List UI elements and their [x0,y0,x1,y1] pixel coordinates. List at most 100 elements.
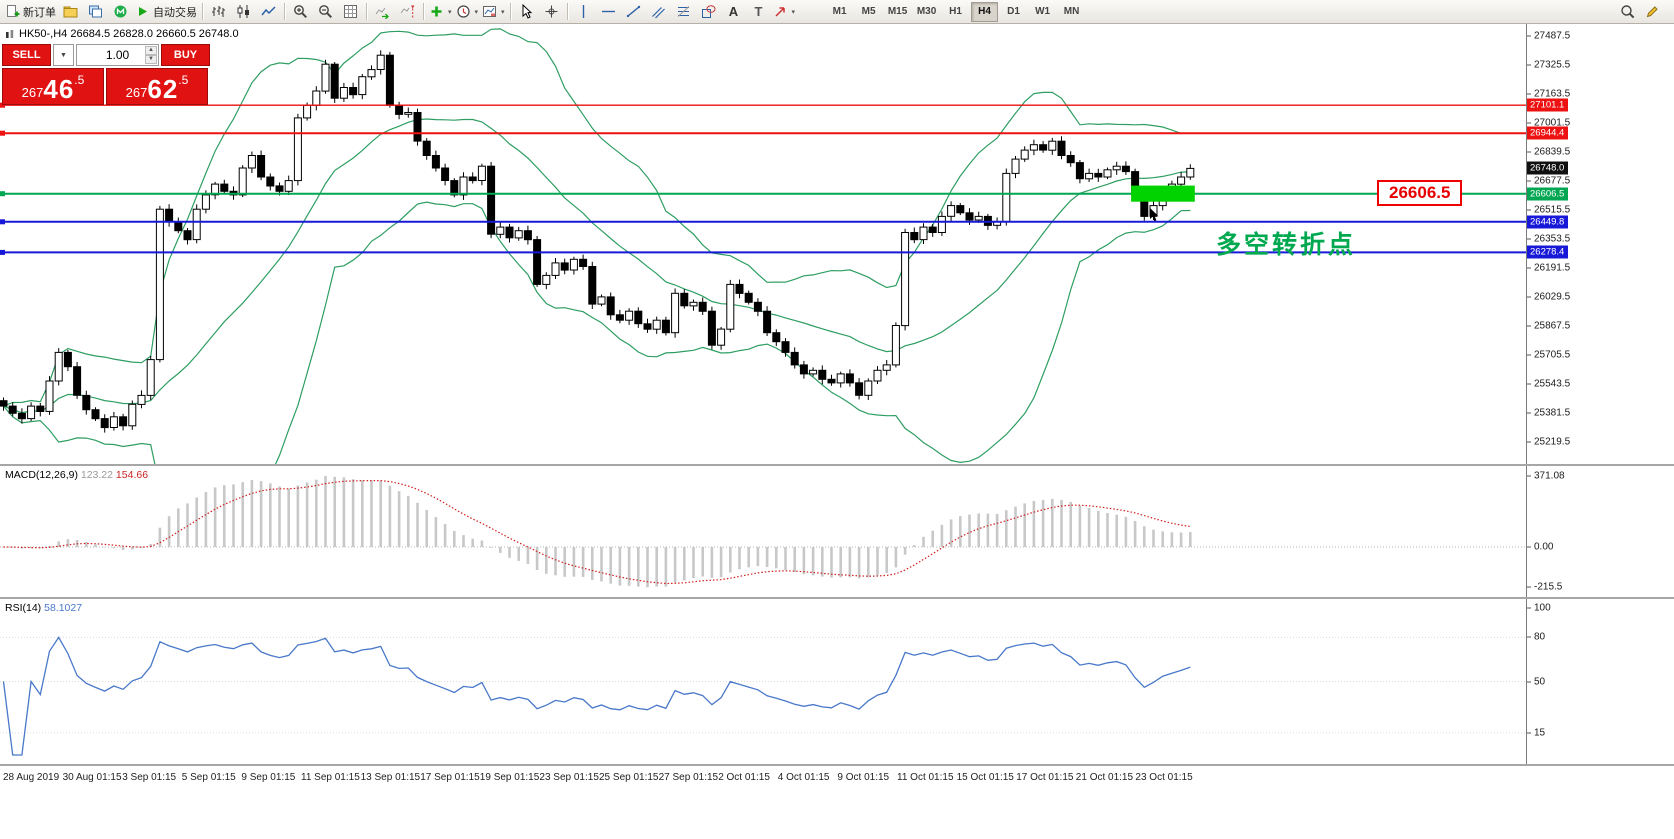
chart-shift-button[interactable] [395,2,420,22]
autotrading-button[interactable]: 自动交易 [133,2,199,22]
line-chart-button[interactable] [256,2,281,22]
panel-splitter-2[interactable] [0,597,1674,599]
timeframe-m30-button[interactable]: M30 [916,6,937,17]
rsi-axis-value: 50 [1527,676,1545,687]
timeframe-m5-button[interactable]: M5 [861,6,876,17]
time-label: 3 Sep 01:15 [122,772,177,783]
timeframe-mn-button[interactable]: MN [1063,6,1080,17]
volume-input[interactable]: 1.00 ▲ ▼ [76,44,159,66]
resistance-line-1-price-badge: 27101.1 [1527,98,1569,112]
search-button[interactable] [1615,2,1640,22]
edit-icon [1646,6,1658,18]
cursor-button[interactable] [514,2,539,22]
volume-up-button[interactable]: ▲ [145,46,157,55]
time-label: 5 Sep 01:15 [181,772,236,783]
bollinger-middle-band [3,118,1191,414]
channel-button[interactable] [646,2,671,22]
toolbar-main-group: 新订单 自动交易 ▾ ▾ ▾ A T ▾ [3,0,797,24]
support-line-1-price-badge: 26449.8 [1527,215,1569,229]
horizontal-line-button[interactable] [596,2,621,22]
rsi-axis-value: 80 [1527,632,1545,643]
panel-splitter-1[interactable] [0,464,1674,466]
buy-button[interactable]: BUY [161,44,210,66]
arrows-button[interactable]: ▾ [771,2,798,22]
macd-signal-value: 154.66 [115,469,149,481]
main-chart[interactable]: HK50-,H4 26684.5 26828.0 26660.5 26748.0… [0,24,1526,464]
buy-price-button[interactable]: 267 62.5 [106,68,208,105]
new-order-icon [7,5,20,17]
macd-axis-value: 0.00 [1527,542,1553,553]
time-label: 30 Aug 01:15 [62,772,122,783]
indicators-button[interactable]: ▾ [427,2,454,22]
svg-text:T: T [754,4,762,19]
pivot-price-flag[interactable]: 26606.5 [1377,180,1463,206]
macd-panel[interactable]: MACD(12,26,9) 123.22 154.66 [0,466,1526,597]
shapes-button[interactable] [696,2,721,22]
sell-price-button[interactable]: 267 46.5 [2,68,104,105]
macd-signal-line [3,480,1191,585]
search-icon [1621,5,1635,19]
zoom-out-button[interactable] [313,2,338,22]
charts-button[interactable] [83,2,108,22]
arrows-icon [775,7,785,17]
time-axis[interactable]: 28 Aug 2019 30 Aug 01:15 3 Sep 01:15 5 Sep … [0,766,1526,839]
macd-canvas[interactable] [0,466,1526,597]
profiles-button[interactable] [58,2,83,22]
text-button[interactable]: A [721,2,746,22]
macd-axis-value: 371.08 [1527,471,1565,482]
macd-label: MACD(12,26,9) 123.22 154.66 [5,469,148,481]
zoom-in-button[interactable] [288,2,313,22]
toolbar-separator [423,3,424,20]
resistance-line-2-price-badge: 26944.4 [1527,126,1569,140]
timeframe-m1-button[interactable]: M1 [832,6,847,17]
templates-button[interactable]: ▾ [480,2,507,22]
price-axis[interactable]: 27487.5 27325.5 27163.5 27001.5 26839.5 26677… [1526,24,1674,766]
fibo-icon [677,6,689,17]
periods-button[interactable]: ▾ [454,2,481,22]
toolbar-separator [366,3,367,20]
price-tick: 26353.5 [1527,234,1570,245]
new-order-button[interactable]: 新订单 [3,2,58,22]
highlight-zone[interactable] [1131,185,1195,202]
one-click-trading-panel: SELL ▼ 1.00 ▲ ▼ BUY 267 46.5 267 62.5 [2,44,210,107]
bar-chart-button[interactable] [206,2,231,22]
tile-windows-button[interactable] [338,2,363,22]
trade-options-dropdown[interactable]: ▼ [53,44,74,66]
time-label: 11 Oct 01:15 [897,772,954,783]
time-label: 2 Oct 01:15 [718,772,770,783]
volume-down-button[interactable]: ▼ [145,55,157,64]
fibonacci-button[interactable] [671,2,696,22]
panel-splitter-3[interactable] [0,764,1674,766]
toolbar-separator [566,3,568,20]
vertical-line-button[interactable] [571,2,596,22]
time-label: 13 Sep 01:15 [360,772,421,783]
price-tick: 25219.5 [1527,437,1570,448]
timeframe-toolbar: M1 M5 M15 M30 H1 H4 D1 W1 MN [825,0,1086,24]
timeframe-h4-button[interactable]: H4 [971,1,999,22]
time-label: 17 Oct 01:15 [1016,772,1074,783]
line-left-anchor [0,219,5,225]
edit-button[interactable] [1640,2,1665,22]
auto-scroll-button[interactable] [370,2,395,22]
timeframe-w1-button[interactable]: W1 [1035,6,1051,17]
rsi-canvas[interactable] [0,599,1526,764]
rsi-axis-value: 100 [1527,603,1551,614]
text-icon: A [728,4,738,19]
crosshair-button[interactable] [539,2,564,22]
label-button[interactable]: T [746,2,771,22]
timeframe-m15-button[interactable]: M15 [887,6,908,17]
metaquotes-button[interactable] [108,2,133,22]
rsi-panel[interactable]: RSI(14) 58.1027 [0,599,1526,764]
price-tick: 25543.5 [1527,379,1570,390]
trendline-button[interactable] [621,2,646,22]
candlestick-chart-button[interactable] [231,2,256,22]
ohlc-text: HK50-,H4 26684.5 26828.0 26660.5 26748.0 [19,28,239,40]
toolbar-separator [202,3,203,20]
price-tick: 27325.5 [1527,60,1570,71]
timeframe-h1-button[interactable]: H1 [949,6,962,17]
sell-button[interactable]: SELL [2,44,51,66]
price-chart-canvas[interactable] [0,24,1526,464]
timeframe-d1-button[interactable]: D1 [1007,6,1020,17]
annotation-note[interactable]: 多空转折点 [1216,231,1357,259]
